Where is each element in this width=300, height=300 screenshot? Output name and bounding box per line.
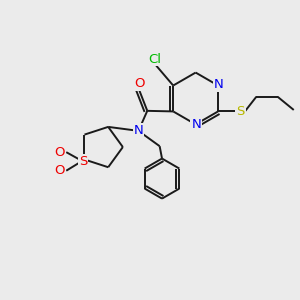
Text: O: O: [55, 164, 65, 177]
Text: S: S: [236, 105, 244, 118]
Text: O: O: [55, 146, 65, 159]
Text: S: S: [79, 155, 88, 168]
Text: Cl: Cl: [148, 52, 161, 65]
Text: N: N: [134, 124, 143, 137]
Text: O: O: [134, 77, 144, 90]
Text: N: N: [191, 118, 201, 131]
Text: N: N: [214, 78, 224, 92]
